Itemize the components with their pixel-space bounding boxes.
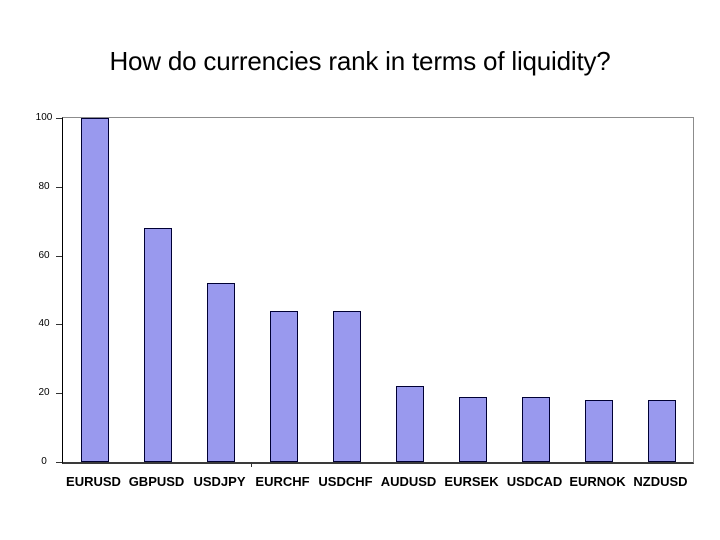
y-axis-tick <box>56 393 62 394</box>
x-axis-label-eurchf: EURCHF <box>255 474 310 489</box>
x-axis-label-eurusd: EURUSD <box>66 474 121 489</box>
x-axis-label-usdjpy: USDJPY <box>193 474 246 489</box>
slide-title: How do currencies rank in terms of liqui… <box>109 46 611 76</box>
x-axis-label-eurnok: EURNOK <box>569 474 626 489</box>
bar-usdcad <box>522 397 550 462</box>
bar-eurnok <box>585 400 613 462</box>
x-axis-label-usdchf: USDCHF <box>318 474 373 489</box>
x-axis-label-audusd: AUDUSD <box>380 474 437 489</box>
y-axis-label-0: 0 <box>41 456 47 467</box>
bar-eursek <box>459 397 487 462</box>
bar-usdjpy <box>207 283 235 462</box>
x-axis-tick <box>251 462 252 467</box>
x-axis-label-nzdusd: NZDUSD <box>633 474 688 489</box>
x-axis-label-usdcad: USDCAD <box>506 474 563 489</box>
bar-gbpusd <box>144 228 172 462</box>
bar-usdchf <box>333 311 361 462</box>
bar-eurchf <box>270 311 298 462</box>
y-axis-label-80: 80 <box>38 181 50 192</box>
bar-nzdusd <box>648 400 676 462</box>
bar-eurusd <box>81 118 109 462</box>
y-axis-tick <box>56 118 62 119</box>
y-axis-label-100: 100 <box>35 112 53 123</box>
y-axis-tick <box>56 256 62 257</box>
x-axis-label-eursek: EURSEK <box>444 474 499 489</box>
y-axis-tick <box>56 187 62 188</box>
y-axis-label-20: 20 <box>38 387 50 398</box>
y-axis-label-60: 60 <box>38 250 50 261</box>
x-axis-label-gbpusd: GBPUSD <box>128 474 185 489</box>
y-axis-label-40: 40 <box>38 318 50 329</box>
bar-audusd <box>396 386 424 462</box>
y-axis-tick <box>56 324 62 325</box>
y-axis-tick <box>56 462 62 463</box>
plot-area <box>62 117 694 464</box>
